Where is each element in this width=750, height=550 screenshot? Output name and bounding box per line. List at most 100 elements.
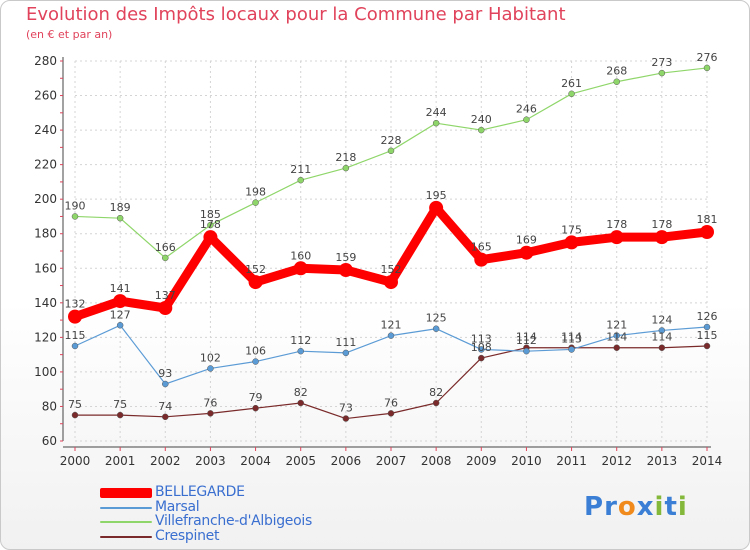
y-tick-label: 120 xyxy=(34,330,57,344)
y-tick-label: 260 xyxy=(34,89,57,103)
data-label: 159 xyxy=(335,251,356,264)
legend-swatch xyxy=(100,488,152,498)
data-label: 121 xyxy=(381,319,402,332)
x-tick-label: 2000 xyxy=(60,454,91,468)
y-tick-label: 140 xyxy=(34,296,57,310)
data-point xyxy=(162,380,169,388)
data-point xyxy=(252,404,259,412)
x-tick-label: 2005 xyxy=(285,454,316,468)
data-label: 261 xyxy=(561,77,582,90)
data-point xyxy=(523,116,530,123)
data-point xyxy=(158,301,173,315)
data-label: 82 xyxy=(429,386,443,399)
data-label: 127 xyxy=(110,308,131,321)
data-point xyxy=(116,411,124,419)
data-point xyxy=(613,344,620,351)
x-tick-label: 2004 xyxy=(240,454,271,468)
data-label: 218 xyxy=(335,151,356,164)
data-label: 75 xyxy=(113,398,127,411)
data-label: 108 xyxy=(471,341,492,354)
data-point xyxy=(116,214,124,222)
data-point xyxy=(700,225,714,239)
data-label: 268 xyxy=(606,65,627,78)
legend-label: Crespinet xyxy=(155,527,220,544)
x-tick-label: 2003 xyxy=(195,454,226,468)
data-point xyxy=(568,346,575,353)
data-label: 115 xyxy=(65,329,86,342)
legend-label: Marsal xyxy=(155,498,200,515)
y-tick-label: 80 xyxy=(42,399,57,413)
data-point xyxy=(564,235,579,250)
data-point xyxy=(342,164,350,172)
data-label: 114 xyxy=(606,331,627,344)
x-tick-label: 2009 xyxy=(466,454,497,468)
data-point xyxy=(252,199,259,206)
data-point xyxy=(523,347,530,355)
data-label: 76 xyxy=(203,396,217,409)
x-tick-label: 2006 xyxy=(331,454,362,468)
y-tick-label: 160 xyxy=(34,261,57,275)
x-tick-label: 2011 xyxy=(556,454,587,468)
legend-swatch xyxy=(100,521,152,523)
data-label: 75 xyxy=(68,398,82,411)
data-label: 82 xyxy=(294,386,308,399)
data-label: 114 xyxy=(516,331,537,344)
x-tick-label: 2014 xyxy=(692,454,723,468)
data-label: 175 xyxy=(561,223,582,236)
data-point xyxy=(432,325,440,332)
data-point xyxy=(162,254,169,262)
data-point xyxy=(703,64,711,72)
data-point xyxy=(68,309,82,324)
data-point xyxy=(207,365,214,372)
data-label: 165 xyxy=(471,241,492,254)
legend-swatch xyxy=(100,506,152,509)
data-point xyxy=(478,354,485,362)
x-tick-label: 2001 xyxy=(105,454,136,468)
data-label: 152 xyxy=(245,263,266,276)
x-tick-label: 2012 xyxy=(601,454,632,468)
proxiti-logo: Proxiti xyxy=(584,492,688,522)
chart-title: Evolution des Impôts locaux pour la Comm… xyxy=(26,4,566,25)
data-point xyxy=(248,275,263,290)
data-label: 244 xyxy=(426,106,447,119)
data-label: 115 xyxy=(697,329,718,342)
data-point xyxy=(658,344,666,351)
data-label: 73 xyxy=(339,402,353,415)
data-label: 114 xyxy=(561,331,582,344)
x-tick-label: 2013 xyxy=(647,454,678,468)
data-point xyxy=(113,294,128,309)
data-label: 178 xyxy=(651,218,672,231)
data-point xyxy=(387,147,395,155)
data-label: 124 xyxy=(651,313,672,326)
data-label: 185 xyxy=(200,208,221,221)
y-tick-label: 280 xyxy=(34,54,57,68)
data-label: 141 xyxy=(110,282,131,295)
data-point xyxy=(478,346,485,353)
data-label: 211 xyxy=(290,163,311,176)
data-point xyxy=(293,261,308,276)
data-point xyxy=(613,332,620,339)
y-tick-label: 60 xyxy=(42,434,57,448)
data-point xyxy=(568,90,575,98)
data-point xyxy=(252,358,259,365)
data-label: 198 xyxy=(245,186,266,199)
data-label: 113 xyxy=(561,332,582,345)
data-point xyxy=(658,69,666,77)
data-point xyxy=(703,342,711,350)
data-point xyxy=(703,323,711,331)
data-label: 137 xyxy=(155,289,176,302)
data-label: 166 xyxy=(155,241,176,254)
data-label: 273 xyxy=(651,56,672,69)
data-point xyxy=(342,349,350,357)
data-label: 178 xyxy=(606,218,627,231)
data-point xyxy=(474,252,489,267)
data-label: 125 xyxy=(426,312,447,325)
data-point xyxy=(338,263,353,277)
data-label: 112 xyxy=(290,334,311,347)
data-point xyxy=(387,410,395,417)
y-tick-label: 240 xyxy=(34,123,57,137)
y-tick-label: 220 xyxy=(34,158,57,172)
x-tick-label: 2002 xyxy=(150,454,181,468)
data-point xyxy=(429,200,444,215)
